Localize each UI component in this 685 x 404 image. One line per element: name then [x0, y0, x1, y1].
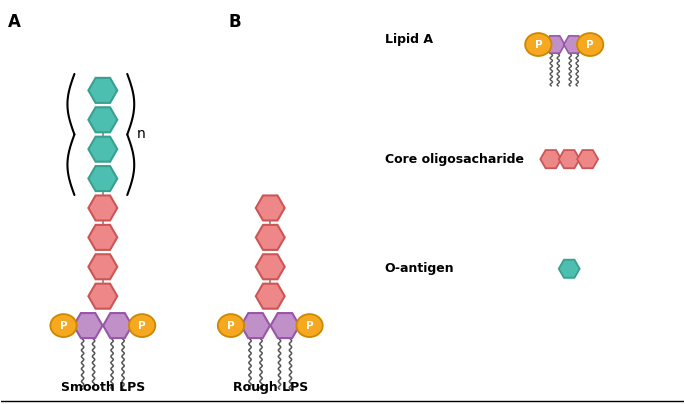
Polygon shape	[73, 313, 103, 338]
Polygon shape	[256, 196, 285, 221]
Polygon shape	[88, 284, 117, 309]
Polygon shape	[540, 150, 561, 168]
Text: P: P	[534, 40, 542, 50]
Ellipse shape	[50, 314, 77, 337]
Text: Smooth LPS: Smooth LPS	[61, 381, 145, 394]
Polygon shape	[88, 166, 117, 191]
Polygon shape	[256, 284, 285, 309]
Polygon shape	[88, 196, 117, 221]
Polygon shape	[103, 313, 132, 338]
Polygon shape	[559, 260, 580, 278]
Text: Core oligosacharide: Core oligosacharide	[385, 153, 524, 166]
Text: Rough LPS: Rough LPS	[233, 381, 308, 394]
Polygon shape	[271, 313, 299, 338]
Polygon shape	[256, 254, 285, 279]
Polygon shape	[88, 78, 117, 103]
Polygon shape	[545, 36, 564, 53]
Polygon shape	[577, 150, 598, 168]
Text: O-antigen: O-antigen	[385, 262, 454, 275]
Polygon shape	[241, 313, 270, 338]
Polygon shape	[559, 150, 580, 168]
Text: A: A	[8, 13, 21, 31]
Text: Lipid A: Lipid A	[385, 33, 433, 46]
Polygon shape	[88, 137, 117, 162]
Text: P: P	[60, 320, 67, 330]
Ellipse shape	[218, 314, 244, 337]
Text: n: n	[137, 128, 146, 141]
Ellipse shape	[297, 314, 323, 337]
Polygon shape	[88, 225, 117, 250]
Text: P: P	[586, 40, 594, 50]
Ellipse shape	[129, 314, 155, 337]
Polygon shape	[88, 254, 117, 279]
Ellipse shape	[525, 33, 551, 56]
Polygon shape	[88, 107, 117, 132]
Text: P: P	[227, 320, 235, 330]
Text: B: B	[228, 13, 241, 31]
Text: P: P	[306, 320, 313, 330]
Ellipse shape	[577, 33, 603, 56]
Polygon shape	[564, 36, 584, 53]
Text: P: P	[138, 320, 146, 330]
Polygon shape	[256, 225, 285, 250]
